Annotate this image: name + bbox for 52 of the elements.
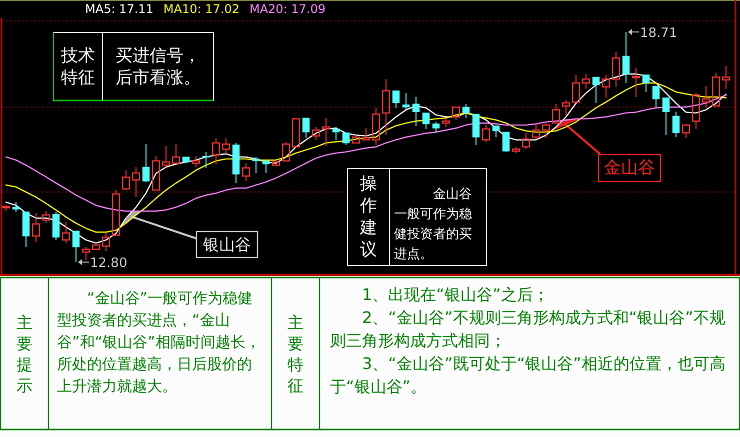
candlestick xyxy=(642,74,650,92)
candlestick xyxy=(462,104,470,119)
annotation: 金山谷 xyxy=(604,157,655,179)
candlestick xyxy=(132,166,140,198)
candlestick xyxy=(142,144,150,182)
candlestick xyxy=(432,121,440,134)
text: 2、“金山谷”不规则三角形构成方式和“银山谷”不规则三角形构成方式相同； xyxy=(330,307,726,352)
candlestick xyxy=(592,76,600,104)
candlestick xyxy=(652,86,660,108)
candlestick xyxy=(12,202,20,212)
candlestick xyxy=(722,65,730,90)
text: 1、出现在“银山谷”之后； xyxy=(361,284,550,306)
candlestick xyxy=(392,90,400,108)
candlestick xyxy=(302,118,310,138)
annotation: 操作建议 xyxy=(360,173,378,261)
candlestick xyxy=(662,97,670,136)
candlestick xyxy=(632,67,640,98)
annotation: 12.80 xyxy=(90,256,128,272)
candlestick xyxy=(52,211,60,240)
candlestick xyxy=(672,111,680,138)
candlestick xyxy=(202,151,210,168)
candlestick xyxy=(582,74,590,90)
candlestick xyxy=(502,132,510,152)
candlestick xyxy=(622,31,630,84)
candlestick xyxy=(212,137,220,164)
text: 主要特征 xyxy=(286,312,304,396)
candlestick xyxy=(382,78,390,136)
annotation: 买进信号，后市看涨。 xyxy=(114,44,202,88)
candlestick xyxy=(402,92,410,110)
candlestick xyxy=(702,86,710,108)
text: MA10: 17.02 xyxy=(163,2,240,16)
annotation: 技术特征 xyxy=(60,44,96,88)
candlestick xyxy=(262,160,270,174)
candlestick xyxy=(252,156,260,174)
annotation: 18.71 xyxy=(640,26,678,41)
candlestick xyxy=(492,125,500,138)
annotation: 银山谷 xyxy=(203,234,251,255)
candlestick xyxy=(72,230,80,263)
text: 主要提示 xyxy=(16,312,34,396)
candlestick xyxy=(342,132,350,146)
candlestick xyxy=(332,126,340,140)
candlestick xyxy=(32,212,40,243)
candlestick xyxy=(472,114,480,146)
candlestick xyxy=(412,96,420,126)
annotation: 金山谷一般可作为稳健投资者的买进点。 xyxy=(394,186,473,264)
candlestick xyxy=(242,162,250,182)
text: MA5: 17.11 xyxy=(85,2,154,16)
text: “金山谷”一般可作为稳健型投资者的买进点，“金山谷”和“银山谷”相隔时间越长，所处的位置越高，日后股价的上升潜力就越大。 xyxy=(57,288,262,397)
candlestick xyxy=(322,118,330,147)
text: MA20: 17.09 xyxy=(249,2,326,16)
text: 3、“金山谷”既可处于“银山谷”相近的位置，也可高于“银山谷”。 xyxy=(330,353,726,398)
candlestick xyxy=(422,112,430,130)
